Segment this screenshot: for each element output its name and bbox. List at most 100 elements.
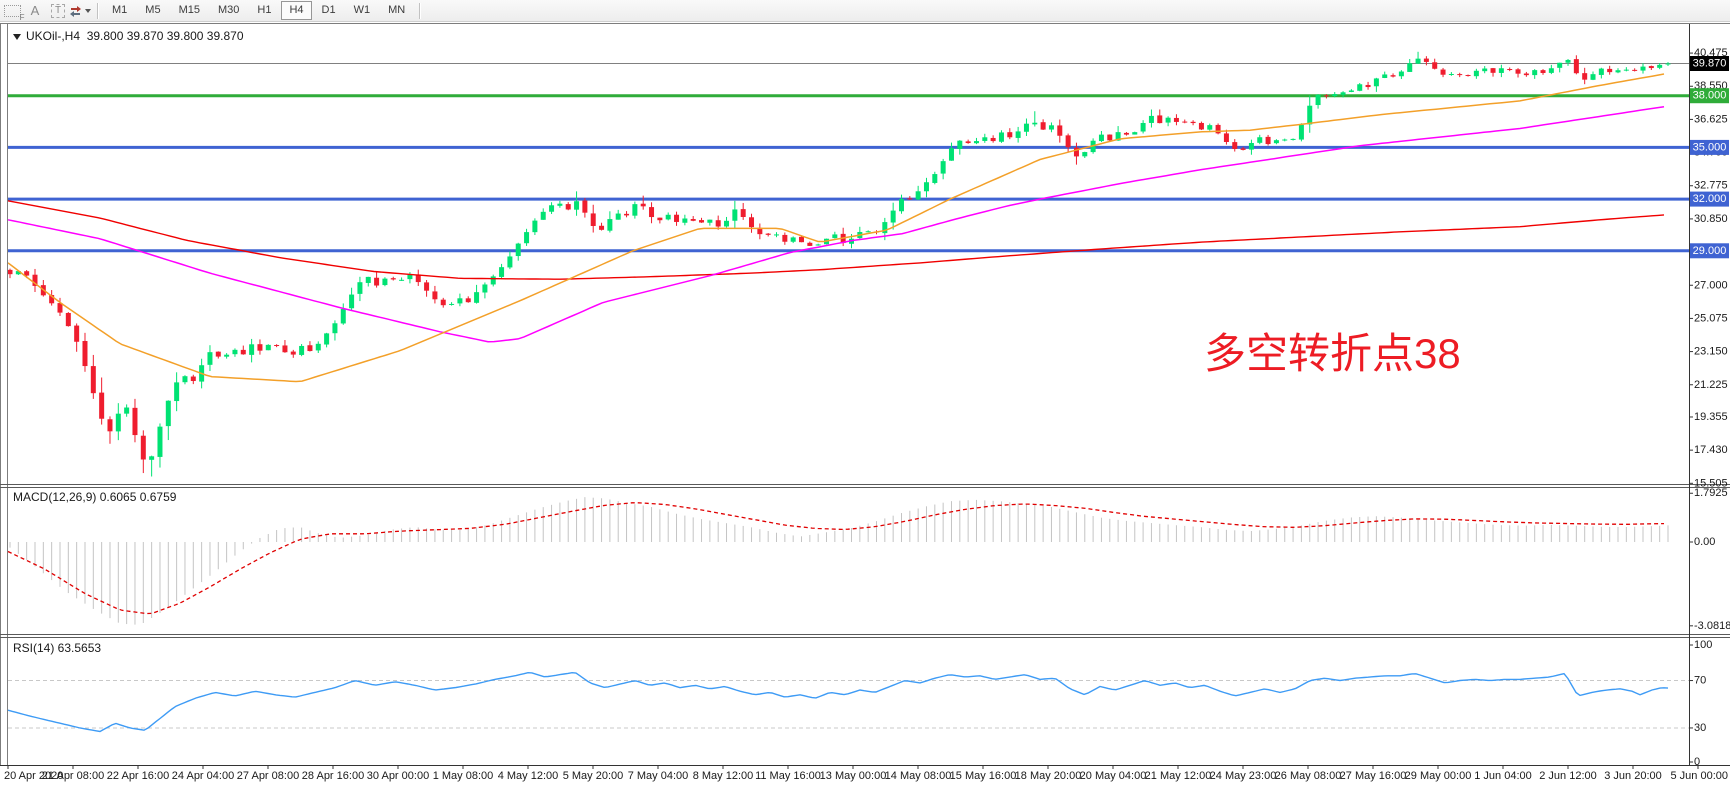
candle-body[interactable] <box>607 219 613 231</box>
candle-body[interactable] <box>374 277 380 286</box>
candle-body[interactable] <box>1207 125 1213 130</box>
timeframe-m1-button[interactable]: M1 <box>104 1 135 20</box>
candle-body[interactable] <box>732 209 738 221</box>
candle-body[interactable] <box>665 214 671 220</box>
candle-body[interactable] <box>7 269 13 275</box>
candle-body[interactable] <box>1407 63 1413 72</box>
candle-body[interactable] <box>957 140 963 150</box>
candle-body[interactable] <box>440 299 446 306</box>
candle-body[interactable] <box>1040 122 1046 130</box>
candle-body[interactable] <box>515 243 521 257</box>
candle-body[interactable] <box>1173 117 1179 122</box>
candle-body[interactable] <box>865 231 871 233</box>
candle-body[interactable] <box>1582 73 1588 80</box>
candle-body[interactable] <box>765 233 771 235</box>
candle-body[interactable] <box>182 376 188 383</box>
candle-body[interactable] <box>332 323 338 334</box>
candle-body[interactable] <box>948 148 954 161</box>
candle-body[interactable] <box>1190 121 1196 124</box>
candle-body[interactable] <box>1240 148 1246 150</box>
timeframe-m5-button[interactable]: M5 <box>137 1 168 20</box>
candle-body[interactable] <box>1357 84 1363 91</box>
candle-body[interactable] <box>1065 135 1071 148</box>
candle-body[interactable] <box>1032 122 1038 125</box>
candle-body[interactable] <box>782 234 788 242</box>
candle-body[interactable] <box>715 220 721 227</box>
candle-body[interactable] <box>1315 94 1321 106</box>
candle-body[interactable] <box>1198 122 1204 130</box>
candle-body[interactable] <box>757 227 763 235</box>
candle-body[interactable] <box>599 225 605 230</box>
candle-body[interactable] <box>315 343 321 351</box>
candle-body[interactable] <box>1648 66 1654 69</box>
candle-body[interactable] <box>657 217 663 221</box>
candle-body[interactable] <box>832 234 838 239</box>
candle-body[interactable] <box>115 413 121 432</box>
candle-body[interactable] <box>624 213 630 216</box>
candle-body[interactable] <box>1457 74 1463 76</box>
candle-body[interactable] <box>215 351 221 357</box>
candle-body[interactable] <box>1298 124 1304 140</box>
chart-grid-icon[interactable]: F <box>3 2 25 22</box>
candle-body[interactable] <box>799 236 805 243</box>
candle-body[interactable] <box>1048 125 1054 130</box>
candle-body[interactable] <box>882 222 888 234</box>
candle-body[interactable] <box>465 298 471 303</box>
candle-body[interactable] <box>507 256 513 268</box>
candle-body[interactable] <box>490 276 496 285</box>
candle-body[interactable] <box>1073 147 1079 157</box>
candle-body[interactable] <box>1615 70 1621 73</box>
candle-body[interactable] <box>590 213 596 226</box>
candle-body[interactable] <box>32 274 38 286</box>
candle-body[interactable] <box>1532 70 1538 76</box>
candle-body[interactable] <box>190 376 196 382</box>
candle-body[interactable] <box>1565 59 1571 63</box>
candle-body[interactable] <box>1007 132 1013 138</box>
candle-body[interactable] <box>349 294 355 309</box>
candle-body[interactable] <box>157 426 163 457</box>
candle-body[interactable] <box>1482 68 1488 72</box>
candle-body[interactable] <box>1607 68 1613 73</box>
candle-body[interactable] <box>207 352 213 365</box>
candle-body[interactable] <box>807 242 813 246</box>
candle-body[interactable] <box>324 333 330 345</box>
candle-body[interactable] <box>1132 132 1138 135</box>
candle-body[interactable] <box>1273 140 1279 144</box>
candle-body[interactable] <box>1107 134 1113 141</box>
candle-body[interactable] <box>1282 139 1288 141</box>
candle-body[interactable] <box>232 349 238 355</box>
candle-body[interactable] <box>615 213 621 220</box>
candle-body[interactable] <box>1015 131 1021 138</box>
ma-slow[interactable] <box>7 200 1665 280</box>
candle-body[interactable] <box>790 237 796 242</box>
candle-body[interactable] <box>1223 133 1229 142</box>
candle-body[interactable] <box>24 271 30 276</box>
candle-body[interactable] <box>1657 64 1663 68</box>
candle-body[interactable] <box>1448 73 1454 75</box>
candle-body[interactable] <box>415 274 421 283</box>
candle-body[interactable] <box>1023 123 1029 132</box>
candle-body[interactable] <box>449 303 455 305</box>
candle-body[interactable] <box>424 282 430 291</box>
candle-body[interactable] <box>274 345 280 347</box>
candle-body[interactable] <box>565 204 571 210</box>
candle-body[interactable] <box>1398 71 1404 77</box>
candle-body[interactable] <box>915 191 921 200</box>
timeframe-w1-button[interactable]: W1 <box>346 1 379 20</box>
candle-body[interactable] <box>482 284 488 293</box>
candle-body[interactable] <box>749 217 755 228</box>
candle-body[interactable] <box>632 204 638 216</box>
candle-body[interactable] <box>382 278 388 286</box>
candle-body[interactable] <box>990 137 996 142</box>
candle-body[interactable] <box>898 199 904 212</box>
chart-text-annotation[interactable]: 多空转折点38 <box>1204 330 1461 377</box>
candle-body[interactable] <box>707 219 713 223</box>
candle-body[interactable] <box>49 295 55 304</box>
candle-body[interactable] <box>407 274 413 280</box>
candle-body[interactable] <box>724 220 730 227</box>
candle-body[interactable] <box>1465 75 1471 77</box>
candle-body[interactable] <box>1165 117 1171 123</box>
candle-body[interactable] <box>923 182 929 192</box>
candle-body[interactable] <box>82 340 88 367</box>
